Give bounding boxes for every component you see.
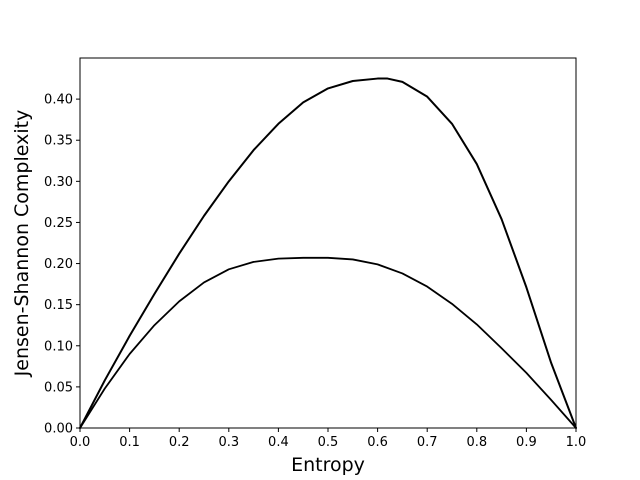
y-tick-label: 0.35 [44,134,73,149]
x-tick-label: 0.8 [466,435,487,450]
x-axis-ticks: 0.0 0.1 0.2 0.3 0.4 0.5 0.6 0.7 0.8 0.9 1.0 [70,428,587,450]
y-tick-label: 0.20 [44,257,73,272]
x-tick-label: 0.2 [169,435,190,450]
y-axis-label: Jensen-Shannon Complexity [11,110,33,378]
x-tick-label: 0.5 [318,435,339,450]
x-tick-label: 0.0 [70,435,91,450]
y-tick-label: 0.00 [44,422,73,437]
y-tick-label: 0.25 [44,216,73,231]
x-tick-label: 0.6 [367,435,388,450]
x-tick-label: 0.3 [218,435,239,450]
x-tick-label: 0.9 [516,435,537,450]
y-tick-label: 0.30 [44,175,73,190]
y-tick-label: 0.40 [44,93,73,108]
x-tick-label: 1.0 [566,435,587,450]
series-layer [79,77,577,429]
x-axis-label: Entropy [291,454,365,476]
y-axis-ticks: 0.00 0.05 0.10 0.15 0.20 0.25 0.30 0.35 0.40 [44,93,80,437]
y-tick-label: 0.10 [44,339,73,354]
x-tick-label: 0.7 [417,435,438,450]
y-tick-label: 0.05 [44,380,73,395]
x-tick-label: 0.4 [268,435,289,450]
x-tick-label: 0.1 [119,435,140,450]
series-line-2 [79,256,577,429]
y-tick-label: 0.15 [44,298,73,313]
series-line-1 [79,77,577,429]
